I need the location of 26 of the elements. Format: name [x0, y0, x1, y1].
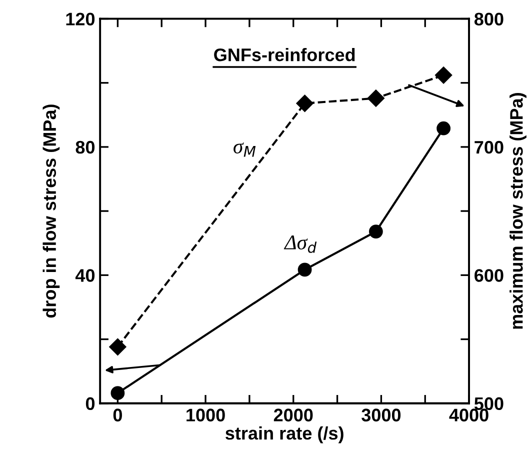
series-label: Δσ$_{d}$: [284, 236, 317, 253]
x-tick-label: 1000: [186, 408, 225, 422]
point: [436, 121, 451, 136]
series-label: σ$_{M}$: [234, 142, 256, 157]
x-tick-label: 3000: [362, 408, 401, 422]
x-axis-title: strain rate (/s): [226, 426, 344, 444]
x-tick-label: 2000: [274, 408, 313, 422]
y-tick-label: 0: [86, 397, 95, 410]
point: [110, 386, 125, 400]
x-tick-label: 4000: [449, 408, 488, 422]
y-tick-label: 80: [76, 140, 95, 154]
y2-tick-label: 600: [474, 269, 504, 282]
y-axis-title: drop in flow stress (MPa): [42, 104, 60, 318]
point: [109, 338, 126, 356]
x-tick-label: 0: [113, 408, 122, 422]
point: [367, 90, 384, 107]
point: [368, 224, 383, 239]
y2-tick-label: 700: [474, 140, 504, 154]
point: [298, 262, 312, 277]
point: [296, 94, 314, 112]
y2-axis-title: maximum flow stress (MPa): [510, 93, 526, 329]
point: [435, 66, 452, 84]
y2-tick-label: 800: [474, 12, 504, 26]
y-tick-label: 120: [66, 12, 95, 26]
y-tick-label: 40: [75, 269, 95, 282]
text: GNFs-reinforced: [214, 48, 355, 62]
